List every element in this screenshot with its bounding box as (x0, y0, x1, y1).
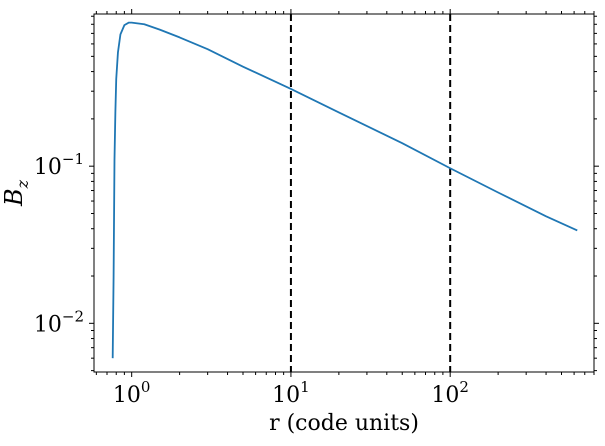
x-tick-label-exponent: 1 (300, 378, 310, 396)
x-tick-label-exponent: 2 (459, 378, 469, 396)
x-tick-label-base: 10 (431, 383, 459, 408)
series-line-1 (111, 21, 578, 359)
y-tick-label: 10−1 (34, 150, 84, 180)
plot-frame (93, 13, 595, 373)
y-axis-label: Bz (0, 179, 32, 207)
y-tick-label: 10−2 (34, 307, 84, 337)
y-axis-label-main: B (0, 188, 28, 207)
plot-area (111, 14, 578, 372)
x-axis-label: r (code units) (269, 411, 419, 436)
y-tick-label-exponent: −1 (62, 150, 84, 168)
y-tick-label-base: 10 (34, 312, 62, 337)
y-tick-label-base: 10 (34, 155, 62, 180)
x-tick-label-exponent: 0 (141, 378, 151, 396)
x-tick-label: 102 (431, 378, 469, 408)
x-tick-label: 101 (272, 378, 310, 408)
x-tick-label-base: 10 (272, 383, 300, 408)
y-tick-label-exponent: −2 (62, 307, 84, 325)
y-axis-label-subscript: z (13, 179, 32, 189)
x-tick-label: 100 (113, 378, 151, 408)
x-tick-label-base: 10 (113, 383, 141, 408)
